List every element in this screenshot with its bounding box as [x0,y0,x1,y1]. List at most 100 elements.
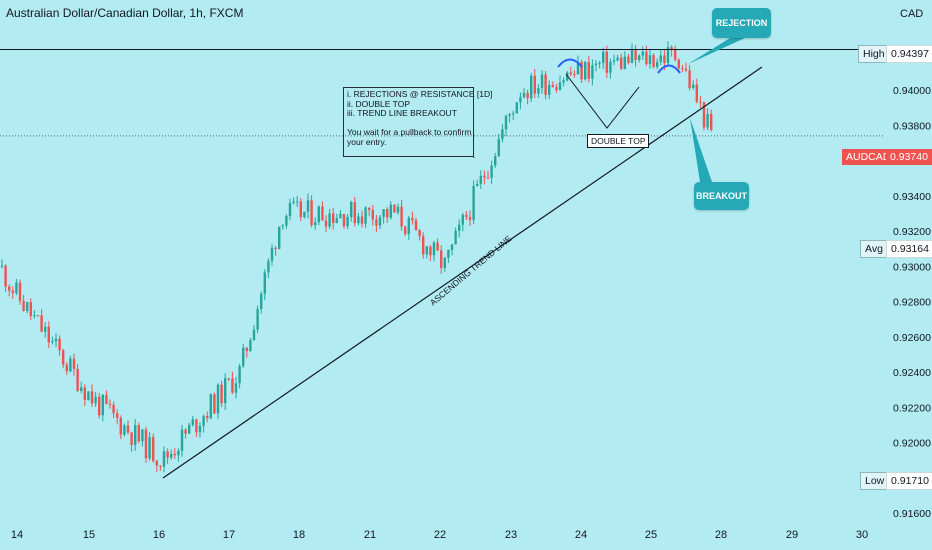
price-tick-label: 0.92600 [893,332,931,344]
candle-body [130,432,133,445]
candle-body [368,207,371,210]
candle-body [627,56,630,63]
candle-body [357,216,360,224]
time-tick-label: 21 [364,529,376,541]
candle-body [238,366,241,384]
candle-body [465,214,468,217]
candle-body [98,396,101,416]
candle-body [468,216,472,220]
candle-body [202,416,205,426]
candle-body [8,286,11,291]
candle-body [454,230,457,245]
candle-body [404,226,407,234]
candle-body [227,378,230,380]
time-tick-label: 17 [223,529,235,541]
candle-body [47,326,50,343]
candle-body [429,246,432,256]
candle-body [522,93,526,98]
candle-body [83,387,86,401]
rejection-arc-right [657,64,681,74]
candle-body [299,201,302,218]
candle-body [303,211,306,218]
candle-body [504,115,508,130]
candle-body [278,226,281,249]
candle-body [296,201,299,203]
candle-body [566,72,569,81]
candle-body [638,55,641,61]
candle-body [234,383,238,393]
high-tag-label: High [858,45,890,63]
price-tick-label: 0.93400 [893,191,931,203]
candle-body [51,341,54,343]
candle-body [476,183,479,187]
candle-body [652,55,655,68]
candle-body [656,61,659,68]
candle-body [76,368,79,391]
candle-body [548,85,551,95]
candle-body [292,201,295,204]
price-tick-label: 0.92800 [893,297,931,309]
candle-body [270,247,274,261]
candle-body [69,358,72,372]
candle-body [623,56,626,69]
candle-body [580,62,583,80]
candle-body [414,220,418,231]
candle-body [688,70,691,89]
candle-body [101,394,104,416]
candle-body [641,51,644,56]
candle-body [162,451,166,467]
candle-body [177,450,180,456]
candle-body [317,206,320,223]
candle-body [494,156,497,166]
candle-body [191,419,194,425]
price-tick-label: 0.94000 [893,85,931,97]
candle-body [105,394,108,404]
time-tick-label: 16 [153,529,165,541]
note-line: You wait for a pullback to confirm [347,127,472,137]
candle-body [288,203,292,217]
candle-body [342,214,346,227]
candle-body [598,62,601,64]
candle-body [594,63,598,66]
candle-body [144,429,148,459]
candle-body [378,216,382,226]
low-tag-value: 0.91710 [886,472,932,490]
analysis-note[interactable]: i. REJECTIONS @ RESISTANCE [1D] ii. DOUB… [343,87,493,157]
breakout-callout[interactable]: BREAKOUT [694,182,749,210]
last-price-value: 0.93740 [886,149,932,165]
candle-body [443,257,446,269]
double-top-label[interactable]: DOUBLE TOP [587,134,650,148]
double-top-v [565,73,640,129]
candle-body [479,175,482,184]
candle-body [486,177,490,179]
candle-body [584,62,587,80]
price-tick-label: 0.92400 [893,367,931,379]
candle-body [630,50,634,63]
candle-body [245,347,248,352]
candle-body [126,425,130,433]
price-tick-label: 0.92200 [893,402,931,414]
time-tick-label: 25 [645,529,657,541]
candle-body [537,88,540,94]
candle-body [267,260,270,273]
candle-body [216,384,220,414]
currency-label: CAD [900,8,924,20]
candle-body [648,55,652,65]
candle-body [94,396,97,404]
candle-body [29,302,32,316]
candle-body [364,207,367,224]
candle-body [681,68,684,70]
candle-body [591,65,594,79]
time-tick-label: 24 [575,529,587,541]
candle-body [555,87,558,90]
candle-body [335,218,338,224]
chart-title: Australian Dollar/Canadian Dollar, 1h, F… [6,6,244,20]
note-line: i. REJECTIONS @ RESISTANCE [1D] [347,89,493,99]
candle-body [472,186,475,220]
candle-body [710,113,713,130]
candle-body [260,293,263,310]
rejection-callout[interactable]: REJECTION [712,8,771,38]
candle-body [458,224,461,231]
